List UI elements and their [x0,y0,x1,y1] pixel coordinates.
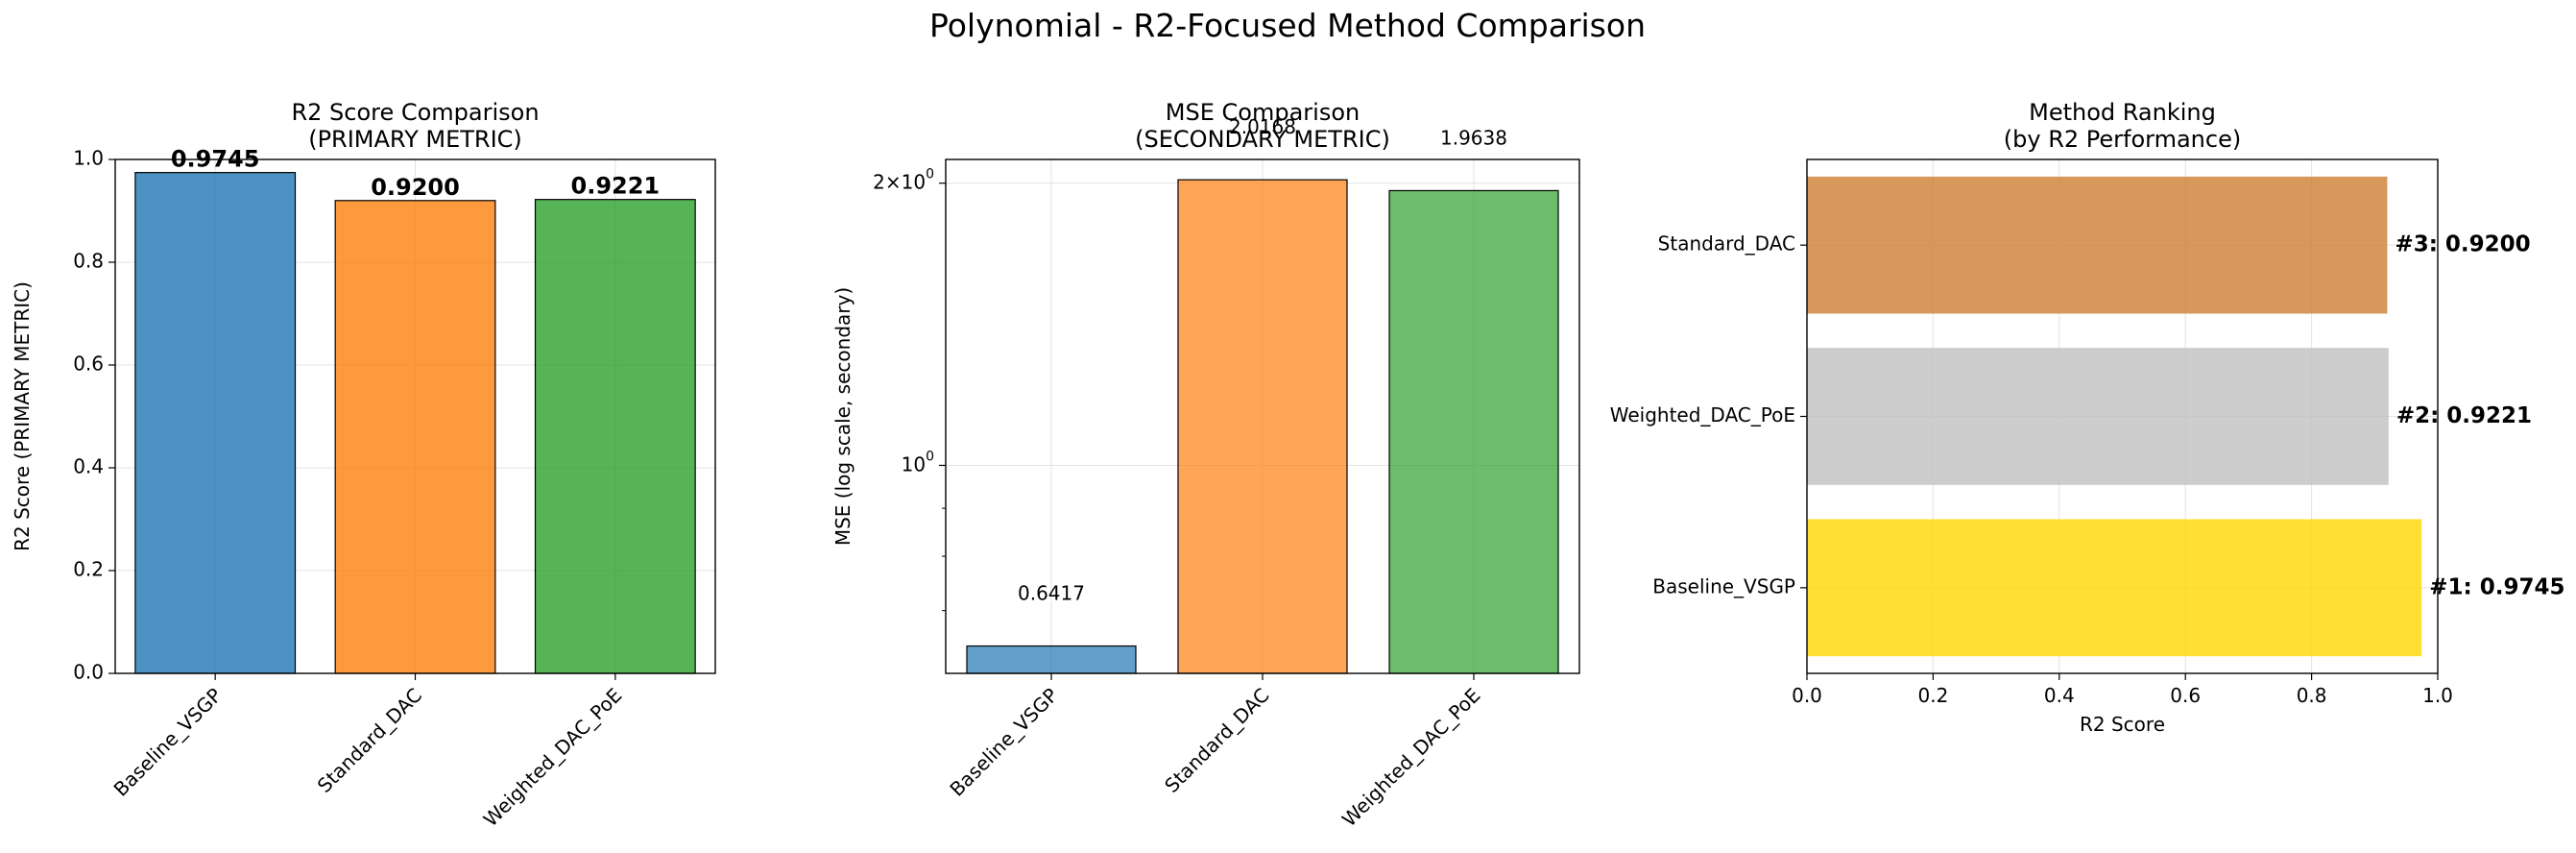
value-label: 0.6417 [1018,581,1085,604]
r2-chart-title-line-2: (PRIMARY METRIC) [308,126,522,153]
x-tick-label: 0.8 [2297,684,2327,707]
x-tick-label: Weighted_DAC_PoE [479,684,627,832]
y-tick-label: 0.2 [73,558,104,581]
plot-frame [1806,158,2439,674]
ranking-chart-title-line-1: Method Ranking [2029,99,2216,126]
bar-Standard_DAC [1177,179,1348,674]
r2-chart-title-line-1: R2 Score Comparison [291,99,539,126]
y-tick-label: Weighted_DAC_PoE [1610,403,1795,426]
y-axis-label: R2 Score (PRIMARY METRIC) [11,281,34,551]
y-tick-label: 2×100 [873,167,934,194]
x-tick-label: Baseline_VSGP [109,684,227,801]
ranking-chart: Method Ranking(by R2 Performance) 0.0 0.2 0… [1610,99,2565,736]
y-tick-label: 0.6 [73,353,104,376]
y-tick-label: Standard_DAC [1658,232,1795,256]
bar-Standard_DAC [1807,176,2388,314]
bar-Standard_DAC [334,200,496,674]
y-tick-label: Baseline_VSGP [1652,574,1795,597]
bar-Baseline_VSGP [966,645,1137,674]
x-tick-label: Standard_DAC [313,684,426,797]
bar-Weighted_DAC_PoE [1807,348,2389,485]
plot-frame [945,158,1580,674]
y-tick-label: 0.4 [73,455,104,478]
x-tick-label: Weighted_DAC_PoE [1337,684,1485,832]
x-tick-label: 0.0 [1792,684,1822,707]
x-tick-label: 0.2 [1917,684,1948,707]
bar-Weighted_DAC_PoE [534,199,696,674]
mse-chart: MSE Comparison(SECONDARY METRIC) 100 2×100… [831,99,1580,832]
value-label: 0.9200 [371,174,460,201]
value-label: #2: 0.9221 [2396,403,2532,428]
plot-frame [114,158,716,674]
mse-chart-title-line-1: MSE Comparison [1166,99,1360,126]
x-tick-label: Baseline_VSGP [945,684,1062,801]
bar-Weighted_DAC_PoE [1388,189,1559,674]
x-axis-label: R2 Score [2080,713,2165,736]
r2-score-chart: R2 Score Comparison(PRIMARY METRIC) 0.0 0.… [11,99,716,832]
x-tick-label: Standard_DAC [1160,684,1273,797]
bar-Baseline_VSGP [1807,519,2422,657]
ranking-chart-title-line-2: (by R2 Performance) [2004,126,2241,153]
value-label: 2.0168 [1229,115,1296,138]
y-axis-label: MSE (log scale, secondary) [831,287,855,546]
value-label: 0.9221 [571,173,661,200]
value-label: #3: 0.9200 [2395,232,2530,257]
bar-Baseline_VSGP [134,172,297,674]
y-tick-label: 100 [902,449,934,475]
value-label: 1.9638 [1440,126,1507,149]
y-tick-label: 1.0 [73,147,104,170]
x-tick-label: 0.6 [2170,684,2201,707]
mse-chart-title-line-2: (SECONDARY METRIC) [1135,126,1390,153]
y-tick-label: 0.0 [73,661,104,684]
x-tick-label: 1.0 [2422,684,2453,707]
figure-title: Polynomial - R2-Focused Method Compariso… [929,7,1646,44]
x-tick-label: 0.4 [2044,684,2075,707]
value-label: #1: 0.9745 [2429,574,2564,599]
y-tick-label: 0.8 [73,250,104,273]
